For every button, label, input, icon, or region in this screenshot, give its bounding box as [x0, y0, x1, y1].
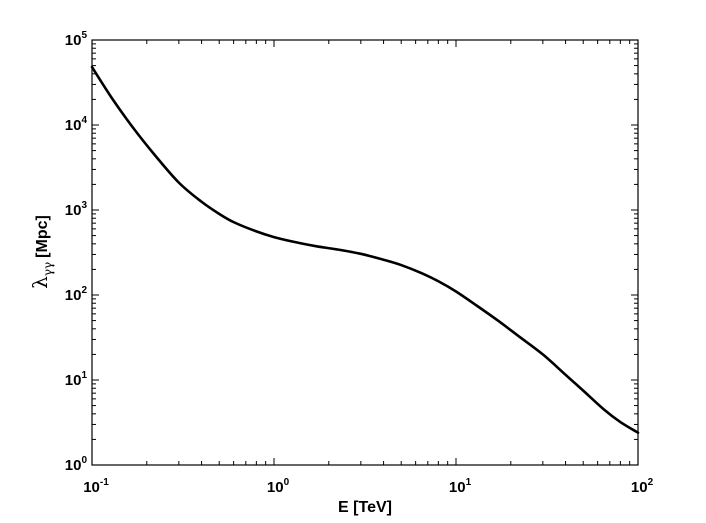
y-axis-label: λγγ [Mpc]: [28, 215, 55, 289]
axis-ticks: [91, 40, 638, 466]
y-axis-unit: [Mpc]: [34, 215, 51, 258]
y-axis-subscript: γγ: [41, 262, 55, 276]
y-tick-labels: 100 101 102 103 104 105: [65, 30, 88, 474]
x-tick-labels: 10-1 100 101 102: [83, 477, 653, 496]
y-tick-label: 102: [65, 285, 88, 304]
y-tick-label: 104: [65, 115, 88, 134]
y-tick-label: 105: [65, 30, 88, 49]
plot-area: [91, 39, 639, 466]
x-tick-label: 102: [631, 477, 654, 496]
y-tick-label: 101: [65, 370, 88, 389]
y-tick-label: 103: [65, 200, 88, 219]
y-axis-symbol: λ: [28, 276, 52, 289]
svg-text:λγγ[Mpc]: λγγ [Mpc]: [28, 215, 55, 289]
x-axis-label: E [TeV]: [338, 499, 392, 516]
x-tick-label: 101: [449, 477, 472, 496]
x-tick-label: 10-1: [83, 477, 109, 496]
series-line: [90, 65, 640, 434]
x-tick-label: 100: [267, 477, 290, 496]
y-tick-label: 100: [65, 455, 88, 474]
